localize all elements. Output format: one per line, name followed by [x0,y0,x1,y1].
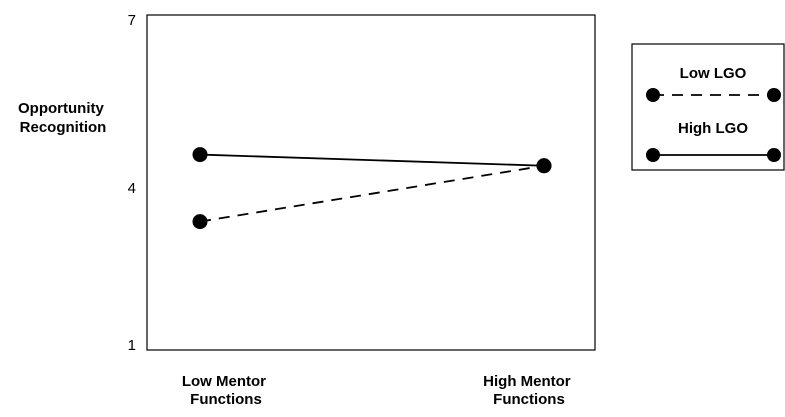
legend: Low LGO High LGO [631,43,785,171]
legend-marker-high-lgo [646,148,660,162]
y-tick-label: 7 [128,12,136,29]
series-line-low-lgo [199,164,545,223]
legend-label-low-lgo: Low LGO [680,65,747,82]
y-axis-title: Opportunity Recognition [18,100,108,136]
legend-label-high-lgo: High LGO [678,120,748,137]
x-category-label-line: Functions [190,391,262,408]
y-tick-label: 1 [128,337,136,354]
data-point-high-lgo [192,147,208,163]
x-category-label-line: Functions [493,391,565,408]
legend-box [631,43,785,171]
x-category-label-line: Low Mentor [182,373,266,390]
y-axis-title-line: Recognition [20,119,107,136]
legend-marker-high-lgo [767,148,781,162]
y-axis-title-line: Opportunity [18,100,104,117]
legend-marker-low-lgo [646,88,660,102]
x-category-label: Low Mentor Functions [182,373,270,408]
legend-marker-low-lgo [767,88,781,102]
x-category-label-line: High Mentor [483,373,571,390]
series-line-high-lgo [199,153,545,167]
data-point-low-lgo [192,214,208,230]
x-category-label: High Mentor Functions [483,373,575,408]
data-point-high-lgo [536,158,552,174]
series-layer [192,147,552,230]
y-tick-label: 4 [128,180,136,197]
plot-frame [146,14,596,351]
